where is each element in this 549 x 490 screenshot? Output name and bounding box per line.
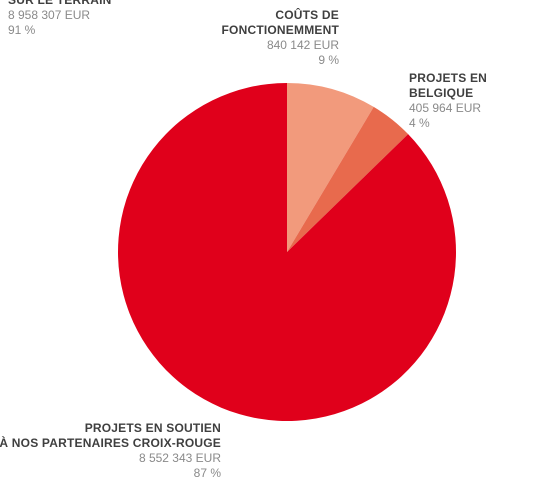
field-total-title: SUR LE TERRAIN — [8, 0, 112, 7]
slice-percent: 4 % — [409, 116, 430, 130]
slice-amount: 405 964 EUR — [409, 101, 482, 115]
field-total-amount: 8 958 307 EUR — [8, 8, 91, 22]
field-total-percent: 91 % — [8, 23, 36, 37]
slice-amount: 8 552 343 EUR — [138, 451, 221, 465]
slice-label-operating-costs: COÛTS DE FONCTIONEMMENT 840 142 EUR 9 % — [179, 8, 339, 68]
pie-slice-belgium-projects — [287, 106, 409, 252]
slice-percent: 87 % — [193, 466, 221, 480]
slice-title-line: FONCTIONEMMENT — [221, 23, 339, 37]
slice-label-belgium-projects: PROJETS EN BELGIQUE 405 964 EUR 4 % — [409, 71, 549, 131]
slice-label-partner-projects: PROJETS EN SOUTIEN À NOS PARTENAIRES CRO… — [0, 421, 221, 481]
slice-title-line: PROJETS EN SOUTIEN — [84, 421, 221, 435]
slice-title-line: PROJETS EN BELGIQUE — [409, 71, 488, 100]
slice-title-line: À NOS PARTENAIRES CROIX-ROUGE — [0, 436, 221, 450]
slice-amount: 840 142 EUR — [266, 38, 339, 52]
slice-title-line: COÛTS DE — [275, 8, 339, 22]
slice-percent: 9 % — [318, 53, 339, 67]
field-total-label: SUR LE TERRAIN 8 958 307 EUR 91 % — [8, 0, 208, 38]
pie-slice-operating-costs — [287, 83, 374, 252]
pie-slice-partner-projects — [117, 83, 456, 421]
